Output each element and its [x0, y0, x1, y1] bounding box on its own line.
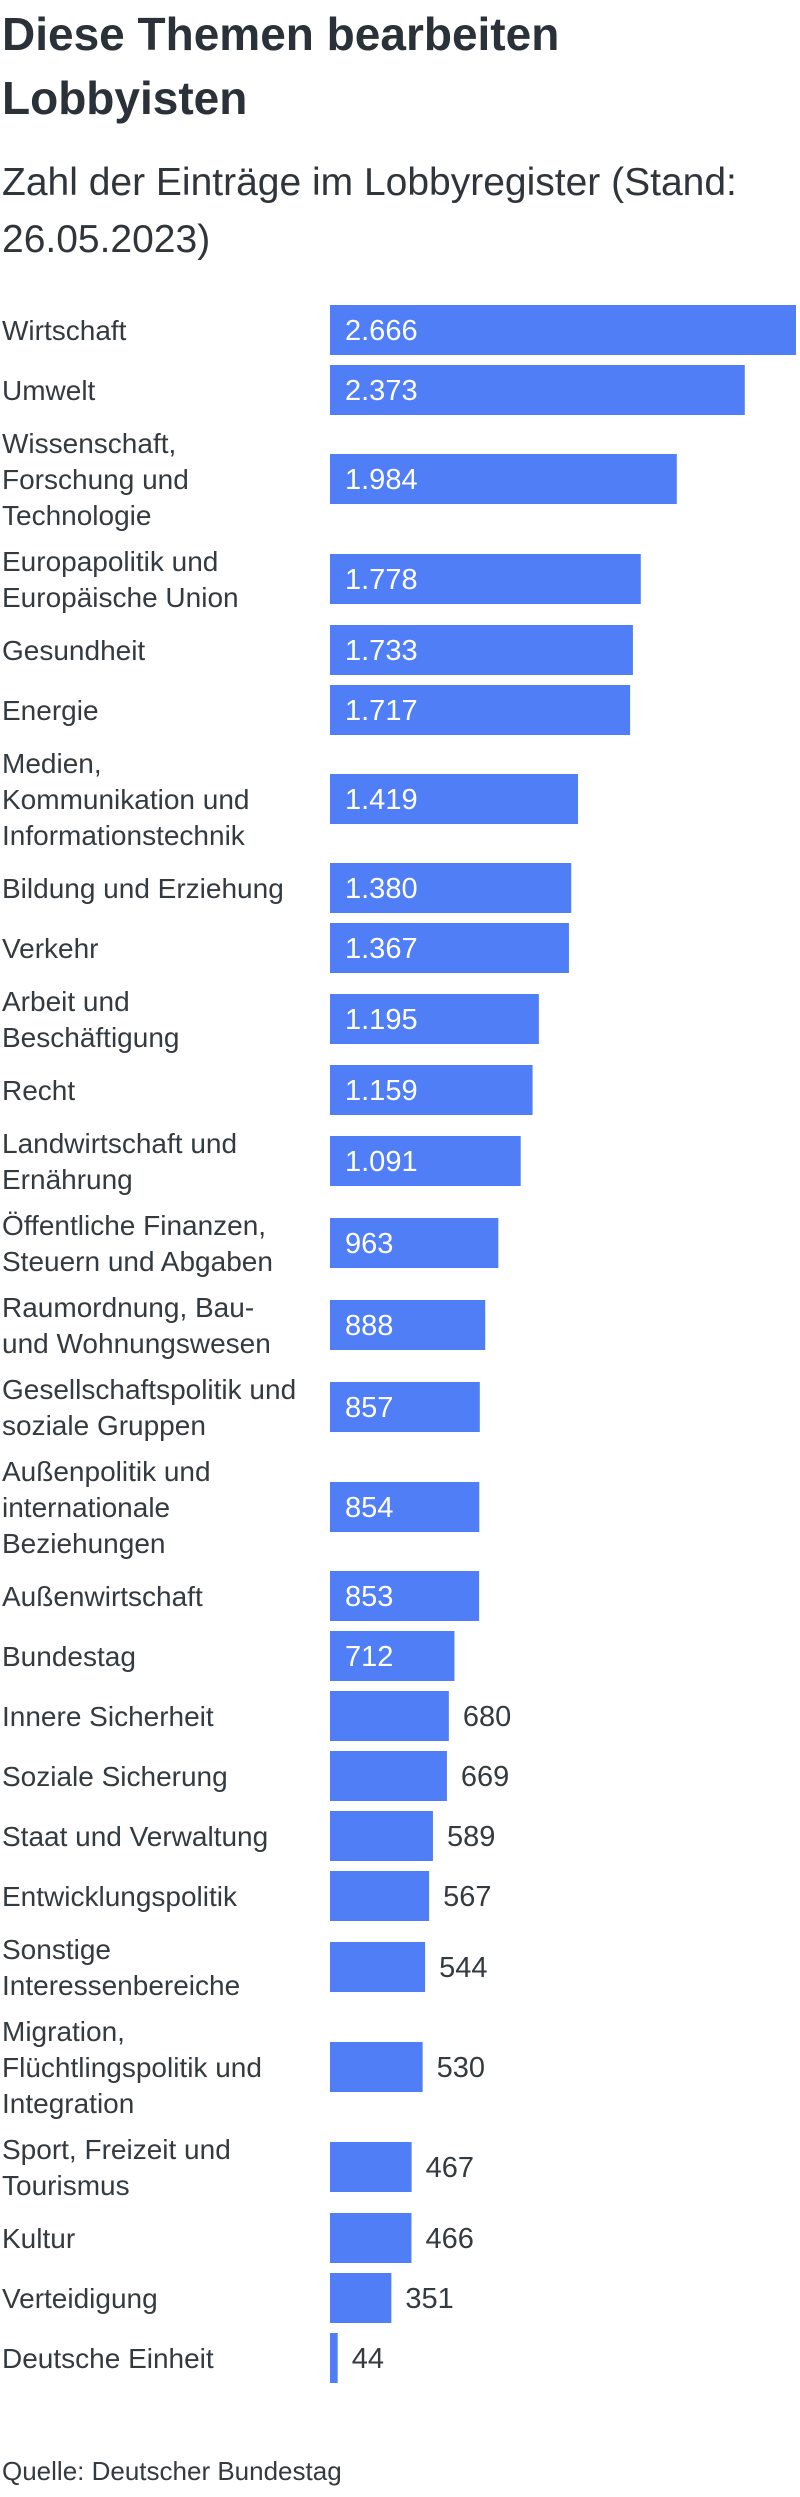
bar	[330, 1482, 480, 1532]
value-label: 530	[437, 2052, 485, 2084]
bar	[330, 863, 572, 913]
category-label: Bildung und Erziehung	[2, 873, 284, 904]
bar	[330, 1811, 433, 1861]
bar	[330, 1065, 533, 1115]
value-label: 567	[443, 1881, 491, 1913]
value-label: 853	[345, 1581, 393, 1613]
value-label: 1.717	[345, 695, 418, 727]
value-label: 2.373	[345, 375, 418, 407]
value-label: 44	[352, 2343, 384, 2375]
bar	[330, 2273, 392, 2323]
category-label: Öffentliche Finanzen, Steuern und Abgaben	[2, 1210, 273, 1277]
category-label: Raumordnung, Bau-und Wohnungswesen	[2, 1292, 271, 1359]
value-label: 1.984	[345, 464, 418, 496]
bar	[330, 625, 633, 675]
value-label: 1.419	[345, 784, 418, 816]
bar	[330, 1571, 480, 1621]
value-label: 351	[405, 2283, 453, 2315]
bar	[330, 1300, 486, 1350]
category-label: Verkehr	[2, 933, 99, 964]
bar	[330, 1751, 447, 1801]
category-label: Außenpolitik und internationale Beziehunge…	[2, 1456, 211, 1559]
value-label: 963	[345, 1228, 393, 1260]
category-label: Energie	[2, 695, 99, 726]
category-label: Recht	[2, 1075, 75, 1106]
bar	[330, 994, 539, 1044]
category-label: Innere Sicherheit	[2, 1701, 214, 1732]
value-label: 1.733	[345, 635, 418, 667]
category-label: Sonstige Interessenbereiche	[2, 1934, 240, 2001]
value-label: 1.380	[345, 873, 418, 905]
value-label: 1.159	[345, 1075, 418, 1107]
category-label: Bundestag	[2, 1641, 136, 1672]
category-label: Außenwirtschaft	[2, 1581, 203, 1612]
value-label: 712	[345, 1641, 393, 1673]
value-label: 466	[425, 2223, 473, 2255]
category-label: Landwirtschaft und Ernährung	[2, 1128, 237, 1195]
value-label: 1.195	[345, 1004, 418, 1036]
category-label: Gesundheit	[2, 635, 145, 666]
value-label: 1.367	[345, 933, 418, 965]
value-label: 544	[439, 1952, 487, 1984]
category-label: Umwelt	[2, 375, 96, 406]
value-label: 1.778	[345, 564, 418, 596]
bar	[330, 1136, 521, 1186]
value-label: 1.091	[345, 1146, 418, 1178]
category-label: Staat und Verwaltung	[2, 1821, 268, 1852]
source-note: Quelle: Deutscher Bundestag	[2, 2456, 342, 2486]
value-label: 857	[345, 1392, 393, 1424]
value-label: 589	[447, 1821, 495, 1853]
bar	[330, 923, 569, 973]
value-label: 467	[426, 2152, 474, 2184]
bar	[330, 774, 579, 824]
bar	[330, 1942, 426, 1992]
category-label: Verteidigung	[2, 2283, 158, 2314]
value-label: 888	[345, 1310, 393, 1342]
bar	[330, 1218, 499, 1268]
bar	[330, 2213, 412, 2263]
value-label: 2.666	[345, 315, 418, 347]
bar	[330, 1871, 430, 1921]
bar	[330, 1631, 455, 1681]
category-label: Entwicklungspolitik	[2, 1881, 238, 1912]
category-label: Europapolitik und Europäische Union	[2, 546, 239, 613]
bar	[330, 2142, 412, 2192]
value-label: 669	[461, 1761, 509, 1793]
category-label: Deutsche Einheit	[2, 2343, 214, 2374]
category-label: Soziale Sicherung	[2, 1761, 228, 1792]
category-label: Medien, Kommunikation und Informationstech…	[2, 748, 249, 851]
bar	[330, 1691, 449, 1741]
bar	[330, 554, 641, 604]
category-label: Kultur	[2, 2223, 75, 2254]
category-label: Gesellschaftspolitik und soziale Gruppen	[2, 1374, 296, 1441]
bar	[330, 454, 677, 504]
category-label: Sport, Freizeit und Tourismus	[2, 2134, 231, 2201]
bar	[330, 685, 631, 735]
value-label: 680	[463, 1701, 511, 1733]
bar	[330, 2333, 338, 2383]
category-label: Arbeit und Beschäftigung	[2, 986, 179, 1053]
value-label: 854	[345, 1492, 393, 1524]
bar	[330, 305, 796, 355]
category-label: Migration, Flüchtlingspolitik und Integrat…	[2, 2016, 262, 2119]
category-label: Wissenschaft, Forschung und Technologie	[2, 428, 189, 531]
bar-chart: Wirtschaft 2.666 Umwelt 2.373 Wissenschaft, F…	[2, 305, 796, 2383]
category-label: Wirtschaft	[2, 315, 127, 346]
bar	[330, 2042, 423, 2092]
chart-subtitle: Zahl der Einträge im Lobbyregister (Stan…	[2, 161, 737, 261]
chart-title: Diese Themen bearbeiten Lobbyisten	[2, 8, 560, 124]
bar	[330, 365, 745, 415]
bar	[330, 1382, 480, 1432]
